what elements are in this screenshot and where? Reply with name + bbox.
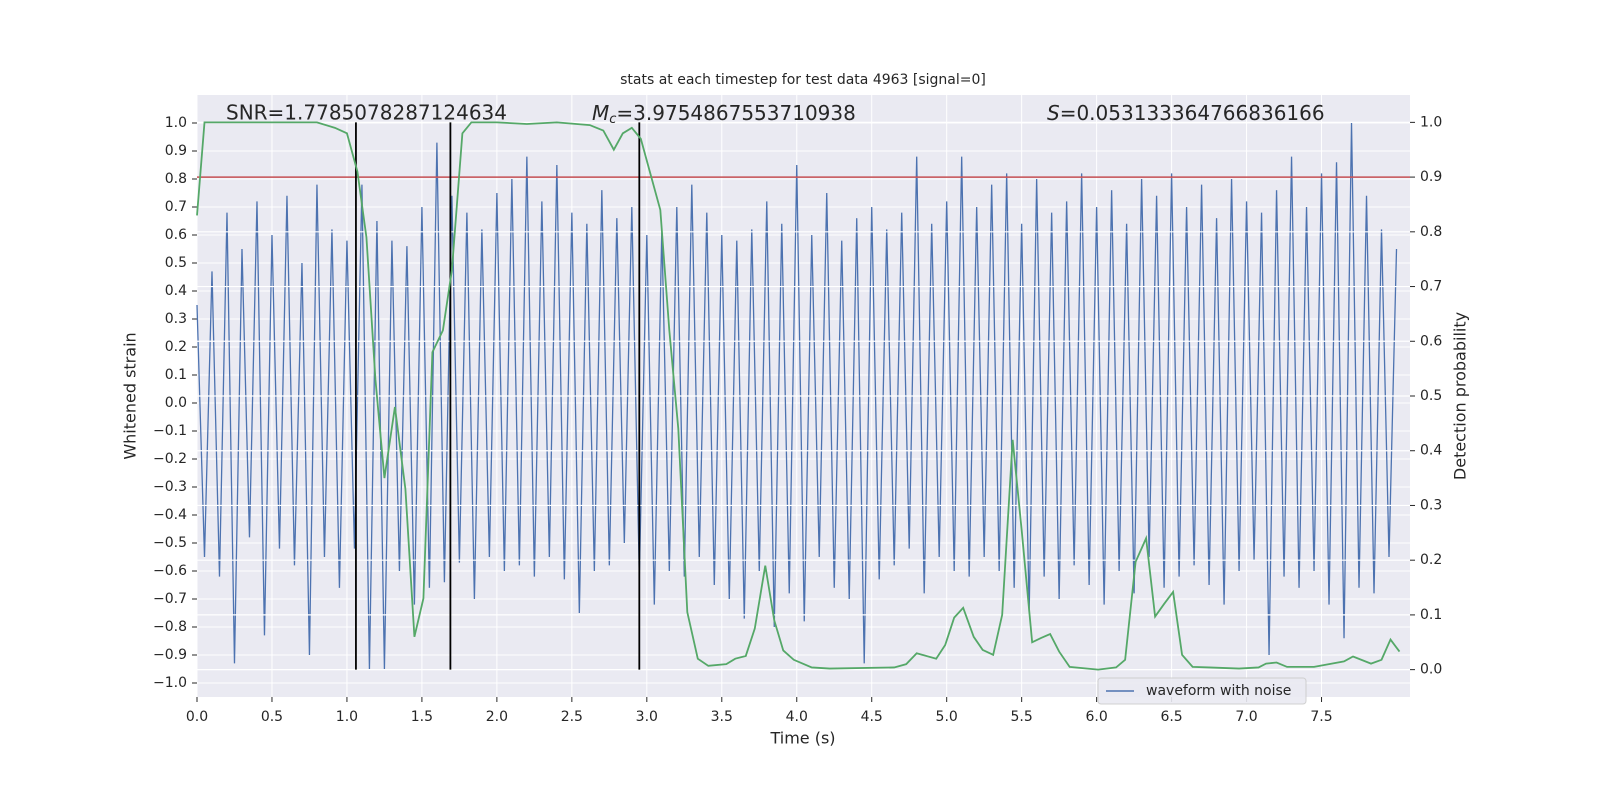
y-tick-label: −0.7 bbox=[153, 591, 187, 607]
x-tick-label: 7.0 bbox=[1235, 709, 1257, 725]
x-tick-label: 5.5 bbox=[1011, 709, 1033, 725]
x-tick-label: 6.5 bbox=[1160, 709, 1182, 725]
y2-tick-label: 0.3 bbox=[1420, 497, 1442, 513]
x-tick-label: 1.5 bbox=[411, 709, 433, 725]
x-tick-label: 2.0 bbox=[486, 709, 508, 725]
x-tick-label: 3.5 bbox=[711, 709, 733, 725]
y-tick-label: 0.4 bbox=[165, 283, 187, 299]
y2-tick-label: 1.0 bbox=[1420, 114, 1442, 130]
y2-tick-label: 0.0 bbox=[1420, 662, 1442, 678]
chart-title: stats at each timestep for test data 496… bbox=[620, 72, 986, 88]
y-tick-label: 0.2 bbox=[165, 339, 187, 355]
y-tick-label: −0.8 bbox=[153, 619, 187, 635]
probability-line bbox=[196, 121, 1401, 671]
x-tick-label: 0.0 bbox=[186, 709, 208, 725]
y-tick-label: 0.3 bbox=[165, 311, 187, 327]
y-tick-label: 0.9 bbox=[165, 143, 187, 159]
y2-tick-label: 0.8 bbox=[1420, 224, 1442, 240]
x-tick-label: 2.5 bbox=[561, 709, 583, 725]
y-tick-label: 0.1 bbox=[165, 367, 187, 383]
y-tick-label: −0.1 bbox=[153, 423, 187, 439]
x-tick-label: 4.5 bbox=[861, 709, 883, 725]
y-tick-label: 0.7 bbox=[165, 199, 187, 215]
x-tick-label: 4.0 bbox=[786, 709, 808, 725]
x-tick-label: 5.0 bbox=[936, 709, 958, 725]
x-tick-label: 1.0 bbox=[336, 709, 358, 725]
y-tick-label: −0.9 bbox=[153, 647, 187, 663]
mc-subscript: c bbox=[609, 112, 616, 127]
y2-tick-label: 0.1 bbox=[1420, 607, 1442, 623]
mc-value: =3.9754867553710938 bbox=[616, 101, 855, 125]
snr-annotation: SNR=1.7785078287124634 bbox=[226, 101, 507, 125]
s-value: =0.053133364766836166 bbox=[1060, 101, 1325, 125]
y-tick-label: −0.3 bbox=[153, 479, 187, 495]
y2-tick-label: 0.9 bbox=[1420, 169, 1442, 185]
legend-box bbox=[1097, 677, 1307, 705]
x-tick-label: 7.5 bbox=[1310, 709, 1332, 725]
y2-tick-label: 0.7 bbox=[1420, 279, 1442, 295]
y-tick-label: −0.2 bbox=[153, 451, 187, 467]
y-tick-label: −0.5 bbox=[153, 535, 187, 551]
y-tick-label: 0.6 bbox=[165, 227, 187, 243]
y2-tick-label: 0.2 bbox=[1420, 552, 1442, 568]
y2-tick-label: 0.5 bbox=[1420, 388, 1442, 404]
waveform-line bbox=[196, 122, 1398, 670]
x-axis-label: Time (s) bbox=[769, 729, 835, 748]
y-tick-label: 1.0 bbox=[165, 115, 187, 131]
y-tick-label: 0.0 bbox=[165, 395, 187, 411]
x-tick-label: 0.5 bbox=[261, 709, 283, 725]
s-annotation: S=0.053133364766836166 bbox=[1047, 101, 1325, 125]
legend-label: waveform with noise bbox=[1146, 683, 1291, 699]
x-tick-label: 3.0 bbox=[636, 709, 658, 725]
y2-tick-label: 0.4 bbox=[1420, 443, 1442, 459]
s-symbol: S bbox=[1047, 101, 1060, 125]
y-tick-label: −1.0 bbox=[153, 675, 187, 691]
mc-symbol: M bbox=[592, 101, 609, 125]
y-tick-label: 0.5 bbox=[165, 255, 187, 271]
y2-tick-label: 0.6 bbox=[1420, 333, 1442, 349]
y2-axis-label: Detection probability bbox=[1451, 312, 1470, 480]
mc-annotation: Mc=3.9754867553710938 bbox=[592, 101, 856, 127]
y-tick-label: −0.4 bbox=[153, 507, 187, 523]
y-tick-label: 0.8 bbox=[165, 171, 187, 187]
x-tick-label: 6.0 bbox=[1085, 709, 1107, 725]
y-tick-label: −0.6 bbox=[153, 563, 187, 579]
y-axis-label: Whitened strain bbox=[121, 332, 140, 459]
